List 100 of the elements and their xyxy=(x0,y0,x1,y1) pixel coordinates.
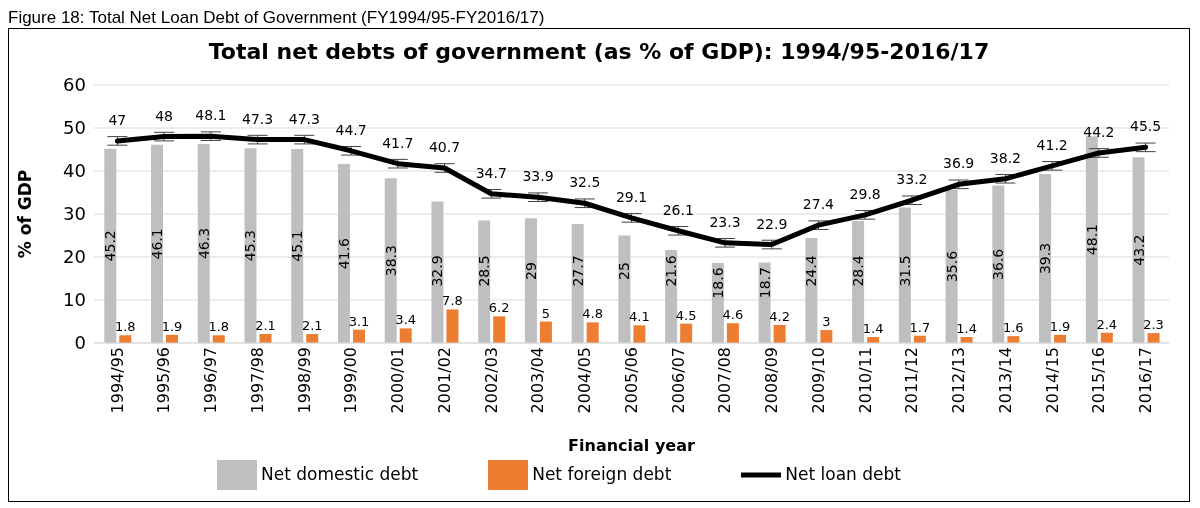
data-label: 41.7 xyxy=(382,134,414,151)
data-label: 44.2 xyxy=(1083,123,1115,140)
x-tick-label: 2011/12 xyxy=(902,347,922,414)
data-label: 33.9 xyxy=(522,168,554,185)
bar xyxy=(773,324,786,343)
data-label: 4.5 xyxy=(675,307,697,323)
caption: Figure 18: Total Net Loan Debt of Government (FY1994/95-FY2016/17) xyxy=(8,8,546,28)
x-tick-label: 2006/07 xyxy=(668,347,688,414)
data-label: 35.6 xyxy=(943,250,960,283)
x-tick-label: 1995/96 xyxy=(154,347,174,414)
data-label: 18.6 xyxy=(709,267,726,299)
x-axis-title: Financial year xyxy=(568,436,695,455)
y-tick-label: 10 xyxy=(63,289,86,311)
x-tick-label: 2013/14 xyxy=(995,347,1015,414)
data-label: 1.7 xyxy=(909,319,931,335)
data-label: 2.1 xyxy=(301,317,323,333)
y-tick-label: 30 xyxy=(63,203,86,225)
y-tick-label: 50 xyxy=(63,117,86,139)
data-label: 2.4 xyxy=(1096,316,1118,332)
bar xyxy=(244,148,257,343)
x-tick-label: 2001/02 xyxy=(434,347,454,414)
bar xyxy=(291,149,304,343)
data-label: 29.1 xyxy=(615,188,648,205)
data-label: 45.5 xyxy=(1130,118,1162,135)
data-label: 45.3 xyxy=(242,230,259,262)
bar xyxy=(431,201,444,343)
data-label: 46.3 xyxy=(195,227,212,260)
data-label: 2.1 xyxy=(255,317,276,333)
data-label: 48 xyxy=(155,107,174,124)
bar xyxy=(493,316,506,343)
data-label: 43.2 xyxy=(1130,234,1147,266)
data-label: 46.1 xyxy=(149,228,166,260)
data-label: 47.3 xyxy=(288,110,320,127)
data-label: 1.9 xyxy=(1049,318,1071,334)
bar xyxy=(399,328,412,343)
bar xyxy=(104,148,117,343)
data-label: 3.1 xyxy=(348,313,370,329)
data-label: 47 xyxy=(108,111,127,128)
bar xyxy=(680,323,693,343)
data-label: 24.4 xyxy=(803,255,820,287)
data-label: 2.3 xyxy=(1143,317,1164,333)
bar xyxy=(384,178,397,343)
bar xyxy=(539,321,552,343)
data-label: 4.6 xyxy=(722,307,744,323)
data-label: 38.3 xyxy=(382,245,399,277)
data-label: 23.3 xyxy=(709,213,741,230)
data-label: 36.9 xyxy=(943,155,975,172)
bar xyxy=(1085,136,1098,343)
y-tick-label: 20 xyxy=(63,246,86,268)
data-label: 3 xyxy=(822,314,831,330)
x-tick-label: 2002/03 xyxy=(481,347,501,414)
x-tick-label: 2015/16 xyxy=(1089,347,1109,414)
legend-label: Net foreign debt xyxy=(532,464,672,484)
data-label: 32.5 xyxy=(569,174,601,191)
x-tick-label: 2005/06 xyxy=(621,347,641,414)
data-label: 7.8 xyxy=(442,293,463,309)
bar xyxy=(992,185,1005,343)
data-label: 26.1 xyxy=(662,201,694,218)
data-label: 48.1 xyxy=(195,107,227,124)
bar xyxy=(1039,174,1052,343)
legend-label: Net loan debt xyxy=(785,464,901,484)
data-label: 40.7 xyxy=(428,138,461,155)
bar xyxy=(197,143,210,343)
bar xyxy=(212,335,225,343)
data-label: 38.2 xyxy=(989,149,1021,166)
data-label: 28.5 xyxy=(476,255,493,287)
data-label: 29.8 xyxy=(849,185,881,202)
bar xyxy=(618,235,631,343)
data-label: 4.1 xyxy=(629,309,650,325)
y-tick-label: 40 xyxy=(63,160,86,182)
data-label: 1.4 xyxy=(862,320,884,336)
data-label: 6.2 xyxy=(488,300,510,316)
data-label: 41.6 xyxy=(335,237,352,270)
x-tick-label: 1996/97 xyxy=(201,347,221,414)
x-tick-label: 2016/17 xyxy=(1135,347,1155,414)
x-tick-label: 2004/05 xyxy=(575,347,595,414)
data-label: 36.6 xyxy=(990,248,1007,280)
bar xyxy=(1132,157,1145,343)
bar xyxy=(898,207,911,343)
y-tick-label: 60 xyxy=(63,74,86,96)
data-label: 1.9 xyxy=(161,318,183,334)
bar xyxy=(820,330,833,343)
data-label: 27.7 xyxy=(569,255,586,287)
data-label: 32.9 xyxy=(429,255,446,287)
bar xyxy=(337,164,350,343)
data-label: 18.7 xyxy=(756,267,773,299)
bar xyxy=(119,335,132,343)
data-label: 27.4 xyxy=(802,196,835,213)
data-label: 5 xyxy=(541,305,551,321)
bar xyxy=(352,329,365,343)
data-label: 45.1 xyxy=(289,230,306,262)
data-label: 41.2 xyxy=(1036,136,1068,153)
data-label: 47.3 xyxy=(242,110,274,127)
data-label: 31.5 xyxy=(896,255,913,287)
bar xyxy=(633,325,646,343)
data-label: 4.8 xyxy=(582,306,604,322)
bar xyxy=(1147,333,1160,343)
x-tick-label: 2000/01 xyxy=(388,347,408,414)
data-label: 44.7 xyxy=(335,121,367,138)
bar xyxy=(945,189,958,343)
